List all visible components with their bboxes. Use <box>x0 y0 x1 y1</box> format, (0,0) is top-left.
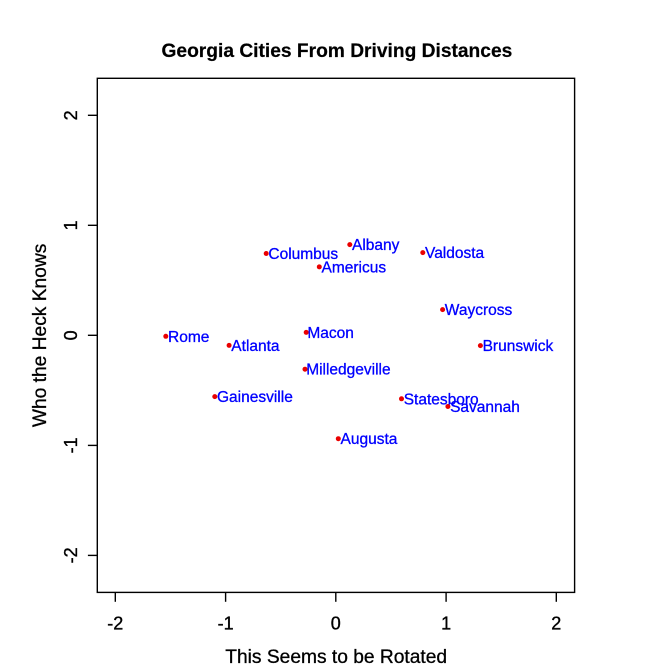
svg-text:Milledgeville: Milledgeville <box>306 362 390 379</box>
svg-text:Gainesville: Gainesville <box>217 389 293 406</box>
svg-text:Who the Heck Knows: Who the Heck Knows <box>30 244 51 427</box>
svg-text:0: 0 <box>61 330 81 340</box>
svg-text:2: 2 <box>61 110 81 120</box>
svg-text:-2: -2 <box>107 614 123 634</box>
svg-text:Americus: Americus <box>322 259 387 276</box>
svg-text:Statesboro: Statesboro <box>404 391 479 408</box>
svg-text:Columbus: Columbus <box>268 246 338 263</box>
svg-text:1: 1 <box>61 220 81 230</box>
svg-text:Atlanta: Atlanta <box>231 338 280 355</box>
svg-text:Macon: Macon <box>307 325 354 342</box>
svg-text:-1: -1 <box>218 614 234 634</box>
svg-text:Waycross: Waycross <box>445 302 513 319</box>
svg-text:2: 2 <box>551 614 561 634</box>
svg-text:0: 0 <box>331 614 341 634</box>
svg-text:This Seems to be Rotated: This Seems to be Rotated <box>225 647 447 668</box>
svg-text:Augusta: Augusta <box>341 431 398 448</box>
svg-text:Georgia Cities From Driving Di: Georgia Cities From Driving Distances <box>161 41 512 62</box>
svg-text:Savannah: Savannah <box>450 399 520 416</box>
svg-text:Valdosta: Valdosta <box>425 245 485 262</box>
svg-text:Rome: Rome <box>168 329 209 346</box>
svg-text:-2: -2 <box>61 547 81 563</box>
svg-text:Albany: Albany <box>352 237 400 254</box>
svg-text:1: 1 <box>441 614 451 634</box>
svg-text:-1: -1 <box>61 437 81 453</box>
svg-text:Brunswick: Brunswick <box>483 338 554 355</box>
